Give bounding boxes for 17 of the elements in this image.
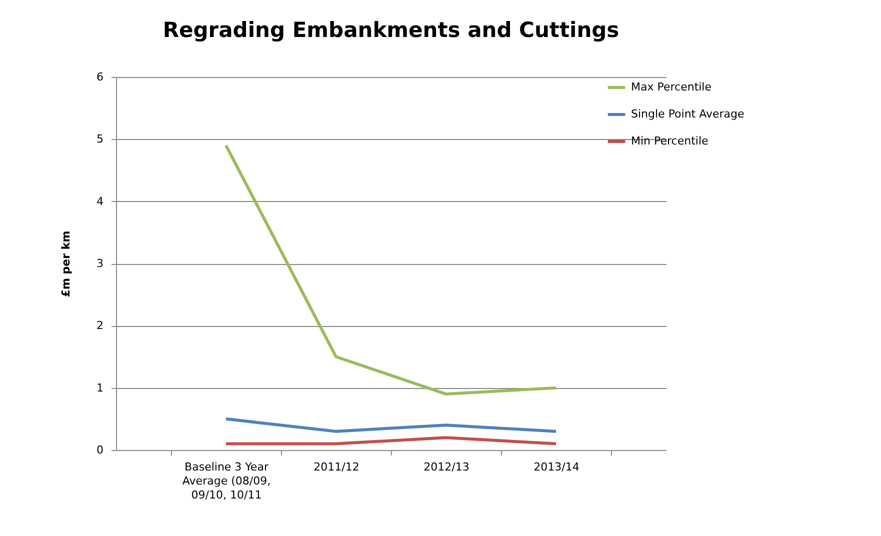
- x-tick-label: 2011/12: [314, 460, 360, 474]
- x-tick-label: 2013/14: [534, 460, 580, 474]
- y-tick-label: 6: [96, 70, 104, 84]
- y-tick-label: 3: [96, 257, 104, 270]
- chart-title: Regrading Embankments and Cuttings: [162, 18, 620, 42]
- y-tick-label: 5: [96, 132, 104, 146]
- legend-label: Min Percentile: [631, 134, 709, 148]
- y-tick-label: 1: [96, 381, 104, 394]
- line-series: [224, 144, 558, 396]
- y-tick-label: 0: [96, 444, 104, 456]
- x-tick-label: Baseline 3 Year Average (08/09, 09/10, 10/11: [182, 460, 271, 502]
- legend-label: Max Percentile: [631, 80, 712, 94]
- legend-label: Single Point Average: [631, 108, 745, 120]
- x-tick-label: 2012/13: [424, 460, 470, 474]
- y-tick-label: 4: [96, 194, 104, 208]
- y-tick-label: 2: [96, 319, 104, 332]
- y-axis-title: £m per km: [60, 230, 72, 298]
